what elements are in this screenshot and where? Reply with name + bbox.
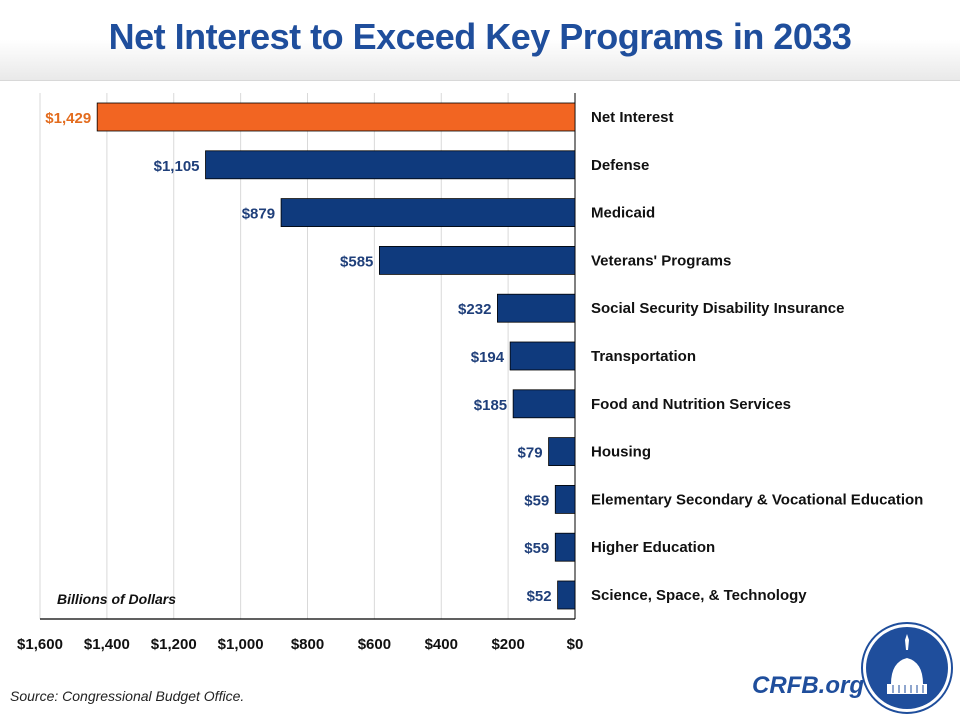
category-label: Defense [591,157,649,174]
category-label: Elementary Secondary & Vocational Educat… [591,491,923,508]
capitol-logo-icon [861,622,953,714]
category-label: Food and Nutrition Services [591,396,791,413]
data-label: $1,429 [45,110,91,127]
x-tick-label: $1,000 [218,636,264,653]
bar [554,532,576,562]
data-label: $185 [474,397,507,414]
bar [378,245,576,275]
data-label: $52 [527,588,552,605]
data-label: $1,105 [154,158,200,175]
x-tick-label: $600 [358,636,391,653]
bar [548,437,576,467]
brand-link[interactable]: CRFB.org [752,672,864,699]
bar [557,580,576,610]
bar [96,102,576,132]
bar-chart: $1,600 $1,400 $1,200 $1,000 $800 $600 $400 $200… [17,93,923,653]
x-tick-label: $1,200 [151,636,197,653]
x-tick-label: $1,600 [17,636,63,653]
data-label: $585 [340,253,373,270]
bar [554,484,576,514]
bar [497,293,576,323]
chart-title: Net Interest to Exceed Key Programs in 2… [108,16,852,57]
bar [280,198,576,228]
data-label: $79 [518,445,543,462]
source-note: Source: Congressional Budget Office. [10,688,245,704]
x-tick-label: $1,400 [84,636,130,653]
data-label: $59 [524,492,549,509]
category-label: Medicaid [591,205,655,222]
category-label: Social Security Disability Insurance [591,300,844,317]
x-tick-label: $800 [291,636,324,653]
data-label: $59 [524,540,549,557]
x-tick-label: $400 [425,636,458,653]
data-label: $232 [458,301,491,318]
bar [512,389,576,419]
bar [509,341,576,371]
x-tick-label: $200 [491,636,524,653]
data-label: $879 [242,206,275,223]
category-label: Net Interest [591,109,674,126]
category-label: Transportation [591,348,696,365]
units-annotation: Billions of Dollars [57,591,176,607]
category-label: Science, Space, & Technology [591,587,807,604]
category-label: Veterans' Programs [591,252,731,269]
x-tick-label: $0 [567,636,584,653]
data-label: $194 [471,349,505,366]
category-label: Higher Education [591,539,715,556]
category-label: Housing [591,444,651,461]
bar [205,150,576,180]
header-band [0,0,960,81]
